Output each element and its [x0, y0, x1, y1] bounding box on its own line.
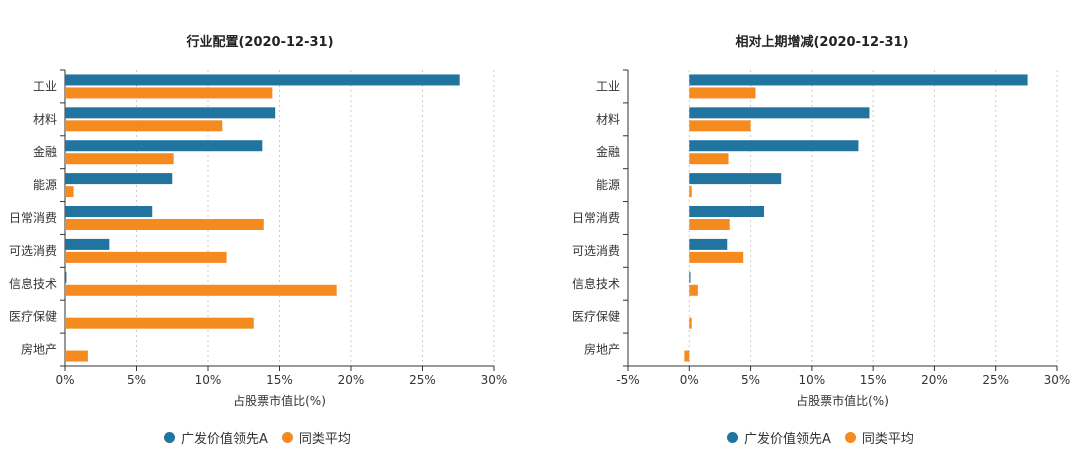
y-tick-label-right: 材料	[596, 112, 620, 126]
x-tick-label-left: 25%	[409, 373, 436, 387]
bar-fund-right	[689, 206, 765, 217]
bar-peer-left	[65, 120, 223, 132]
bar-fund-left	[65, 74, 460, 86]
y-tick-label-left: 房地产	[21, 342, 57, 357]
bar-fund-left	[65, 206, 153, 217]
y-tick-label-left: 信息技术	[9, 276, 57, 291]
bar-peer-right	[689, 120, 751, 132]
x-tick-label-left: 5%	[127, 373, 146, 387]
y-tick-label-right: 医疗保健	[572, 310, 620, 324]
x-tick-label-right: 5%	[741, 373, 760, 387]
legend-item-peer[interactable]: 同类平均	[281, 428, 351, 447]
legend-label-peer: 同类平均	[298, 432, 351, 447]
y-tick-label-right: 信息技术	[572, 276, 620, 291]
x-tick-label-left: 20%	[338, 373, 365, 387]
x-tick-label-left: 15%	[266, 373, 293, 387]
x-tick-label-right: 10%	[799, 373, 826, 387]
x-tick-label-right: 30%	[1044, 373, 1071, 387]
x-axis-label-left: 占股票市值比(%)	[233, 393, 326, 408]
bar-peer-left	[65, 317, 254, 329]
legend-item-fund[interactable]: 广发价值领先A	[164, 428, 268, 447]
legend-label-fund: 广发价值领先A	[744, 432, 831, 447]
bar-fund-left	[65, 173, 173, 185]
legend-left: 广发价值领先A 同类平均	[164, 428, 351, 447]
x-tick-label-left: 0%	[55, 373, 74, 387]
x-tick-label-right: 25%	[982, 373, 1009, 387]
y-tick-label-right: 日常消费	[572, 211, 620, 225]
y-tick-label-right: 能源	[596, 178, 620, 192]
bar-peer-right	[689, 251, 744, 263]
chart-title-right: 相对上期增减(2020-12-31)	[735, 34, 908, 50]
bar-fund-left	[65, 107, 276, 119]
y-tick-label-left: 工业	[33, 79, 57, 93]
bar-peer-right	[684, 350, 690, 362]
bar-peer-left	[65, 350, 88, 362]
y-tick-label-right: 房地产	[584, 342, 620, 357]
legend-item-peer[interactable]: 同类平均	[844, 428, 914, 447]
bar-peer-right	[689, 219, 730, 230]
x-tick-label-right: 0%	[680, 373, 699, 387]
y-tick-label-left: 金融	[33, 144, 57, 159]
bar-fund-right	[689, 173, 782, 185]
legend-label-peer: 同类平均	[861, 432, 914, 447]
y-tick-label-left: 日常消费	[9, 211, 57, 225]
chart-title-left: 行业配置(2020-12-31)	[185, 34, 333, 50]
y-tick-label-right: 可选消费	[572, 244, 620, 258]
y-tick-label-left: 材料	[33, 112, 57, 126]
bar-fund-left	[65, 140, 263, 152]
x-tick-label-right: 15%	[860, 373, 887, 387]
bar-peer-left	[65, 87, 273, 99]
legend-right: 广发价值领先A 同类平均	[727, 428, 914, 447]
bar-peer-right	[689, 87, 756, 99]
bar-peer-left	[65, 186, 74, 198]
y-tick-label-left: 医疗保健	[9, 310, 57, 324]
bar-peer-right	[689, 186, 692, 198]
y-tick-label-right: 金融	[596, 144, 620, 159]
bar-peer-right	[689, 284, 698, 296]
y-tick-label-left: 可选消费	[9, 244, 57, 258]
bar-peer-left	[65, 153, 174, 165]
legend-marker-fund	[727, 432, 738, 443]
legend-label-fund: 广发价值领先A	[181, 432, 268, 447]
bar-fund-left	[65, 271, 67, 283]
bar-fund-right	[689, 140, 859, 152]
bar-peer-right	[689, 317, 692, 329]
legend-marker-peer	[844, 432, 856, 443]
legend-item-fund[interactable]: 广发价值领先A	[727, 428, 831, 447]
legend-marker-peer	[281, 432, 293, 443]
bar-peer-left	[65, 284, 337, 296]
bar-fund-right	[689, 271, 691, 283]
bar-fund-right	[689, 238, 728, 250]
bar-fund-right	[689, 74, 1028, 86]
y-tick-label-left: 能源	[33, 178, 57, 192]
bar-fund-right	[689, 107, 870, 119]
y-tick-label-right: 工业	[596, 79, 620, 93]
x-tick-label-left: 10%	[195, 373, 222, 387]
bar-fund-left	[65, 238, 110, 250]
bar-peer-left	[65, 251, 227, 263]
legend-marker-fund	[164, 432, 175, 443]
x-tick-label-left: 30%	[481, 373, 508, 387]
x-tick-label-right: -5%	[616, 373, 639, 387]
x-axis-label-right: 占股票市值比(%)	[796, 393, 889, 408]
x-tick-label-right: 20%	[921, 373, 948, 387]
bar-peer-left	[65, 219, 264, 230]
bar-peer-right	[689, 153, 729, 165]
